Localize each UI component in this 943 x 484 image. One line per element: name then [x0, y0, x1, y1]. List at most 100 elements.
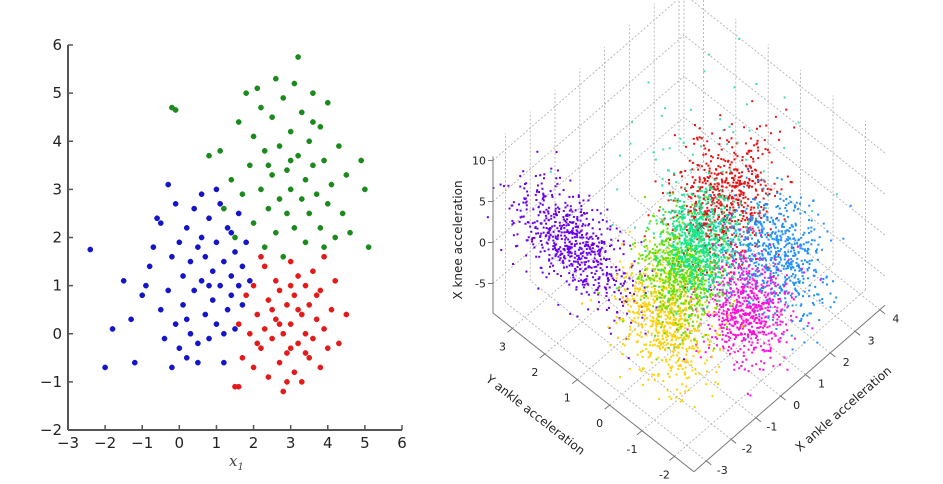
point-3d	[775, 310, 778, 313]
point-3d	[642, 313, 645, 316]
grid-line	[678, 150, 881, 311]
point-3d	[742, 210, 745, 213]
point-3d	[701, 313, 704, 316]
point-3d	[651, 320, 654, 323]
data-point	[206, 282, 212, 289]
point-3d	[814, 285, 817, 288]
point-3d	[713, 277, 716, 280]
point-3d	[582, 270, 585, 273]
point-3d	[616, 311, 619, 314]
point-3d	[793, 284, 796, 287]
point-3d	[677, 264, 680, 267]
point-3d	[685, 205, 688, 208]
point-3d	[681, 273, 684, 276]
point-3d	[684, 302, 687, 305]
point-3d	[650, 361, 653, 364]
point-3d	[717, 216, 720, 219]
point-3d	[679, 137, 682, 140]
point-3d	[653, 291, 656, 294]
point-3d	[712, 248, 715, 251]
point-3d	[692, 269, 695, 272]
point-3d	[744, 201, 747, 204]
point-3d	[707, 215, 710, 218]
point-3d	[525, 208, 528, 211]
point-3d	[740, 260, 743, 263]
point-3d	[718, 295, 721, 298]
point-3d	[736, 291, 739, 294]
point-3d	[624, 338, 627, 341]
point-3d	[649, 344, 652, 347]
point-3d	[688, 227, 691, 230]
point-3d	[710, 243, 713, 246]
point-3d	[680, 256, 683, 259]
point-3d	[661, 309, 664, 312]
y-tick	[669, 455, 675, 461]
point-3d	[662, 269, 665, 272]
point-3d	[717, 271, 720, 274]
point-3d	[762, 170, 765, 173]
point-3d	[614, 266, 617, 269]
point-3d	[657, 268, 660, 271]
point-3d	[797, 291, 800, 294]
point-3d	[684, 242, 687, 245]
point-3d	[738, 263, 741, 266]
point-3d	[748, 184, 751, 187]
point-3d	[672, 192, 675, 195]
point-3d	[619, 260, 622, 263]
point-3d	[594, 272, 597, 275]
data-point	[310, 162, 316, 169]
point-3d	[610, 238, 613, 241]
data-point	[258, 345, 264, 352]
point-3d	[556, 206, 559, 209]
point-3d	[720, 236, 723, 239]
point-3d	[705, 189, 708, 192]
point-3d	[582, 280, 585, 283]
point-3d	[661, 290, 664, 293]
point-3d	[663, 311, 666, 314]
point-3d	[763, 276, 766, 279]
data-point	[291, 369, 298, 376]
point-3d	[760, 234, 763, 237]
point-3d	[751, 214, 754, 217]
point-3d	[598, 276, 601, 279]
y-tick	[539, 353, 546, 359]
point-3d	[727, 308, 730, 311]
point-3d	[715, 241, 718, 244]
point-3d	[678, 206, 681, 209]
point-3d	[755, 306, 758, 309]
x-tick-label: −3	[57, 434, 79, 452]
point-3d	[575, 286, 578, 289]
point-3d	[736, 198, 739, 201]
point-3d	[728, 208, 731, 211]
point-3d	[565, 214, 568, 217]
point-3d	[522, 215, 525, 218]
data-point	[295, 340, 301, 347]
point-3d	[699, 232, 702, 235]
point-3d	[809, 312, 812, 315]
point-3d	[750, 315, 753, 318]
point-3d	[747, 275, 750, 278]
point-3d	[714, 234, 717, 237]
point-3d	[711, 242, 714, 245]
point-3d	[694, 282, 697, 285]
point-3d	[662, 148, 665, 151]
point-3d	[745, 250, 748, 253]
point-3d	[672, 238, 675, 241]
point-3d	[707, 323, 710, 326]
point-3d	[796, 257, 799, 260]
point-3d	[613, 291, 616, 294]
point-3d	[829, 306, 832, 309]
point-3d	[778, 207, 781, 210]
point-3d	[680, 282, 683, 285]
point-3d	[700, 278, 703, 281]
point-3d	[739, 228, 742, 231]
point-3d	[674, 318, 677, 321]
point-3d	[673, 349, 676, 352]
point-3d	[748, 217, 751, 220]
point-3d	[607, 278, 610, 281]
point-3d	[720, 326, 723, 329]
point-3d	[764, 192, 767, 195]
point-3d	[701, 232, 704, 235]
point-3d	[755, 280, 758, 283]
data-point	[291, 225, 298, 231]
